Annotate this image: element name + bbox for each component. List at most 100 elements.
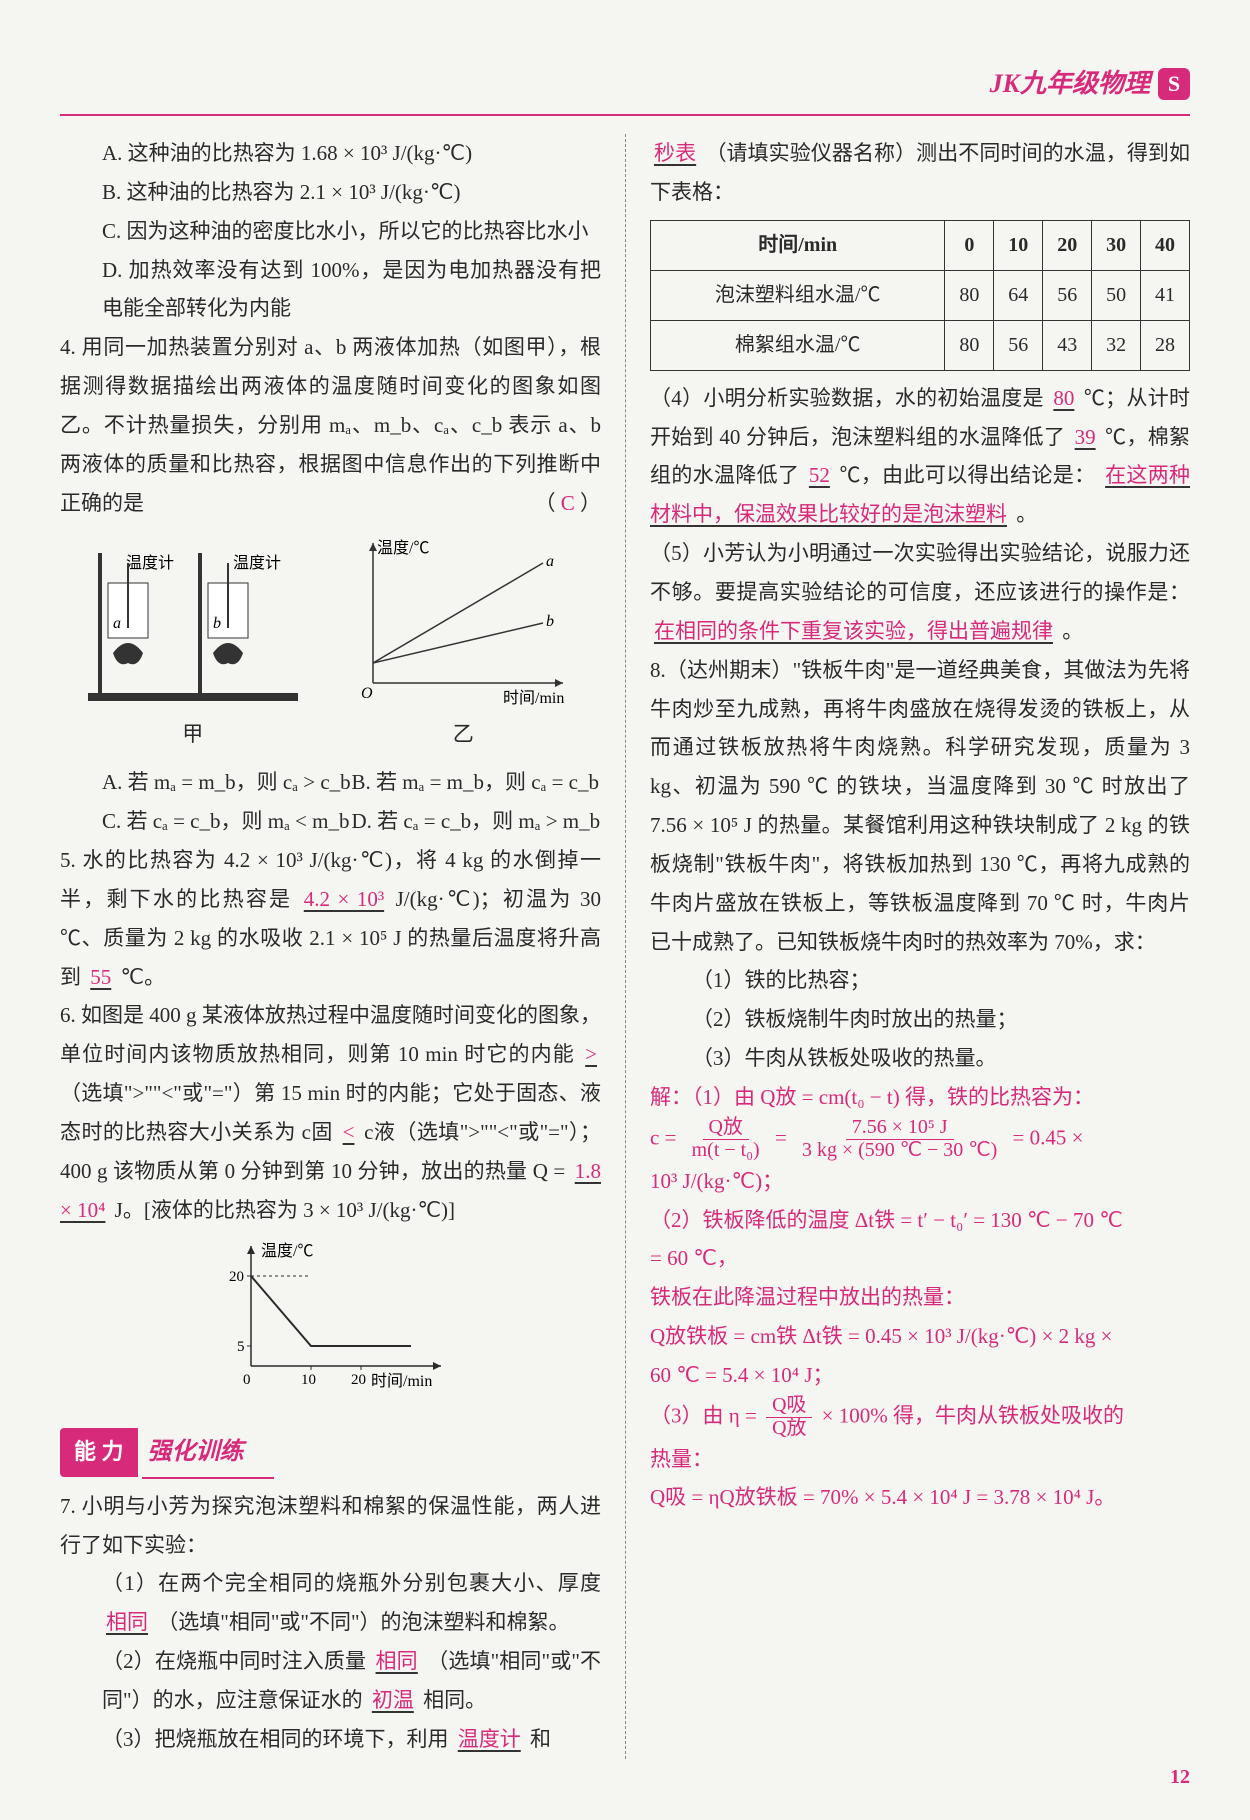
fig4-xlabel: 时间/min	[503, 689, 564, 707]
header-title: JK九年级物理	[990, 60, 1150, 108]
q8-3: （3）牛肉从铁板处吸收的热量。	[650, 1039, 1190, 1078]
frac-num2: 7.56 × 10⁵ J	[846, 1117, 954, 1140]
q7-4-ans1: 80	[1049, 386, 1078, 410]
sol-3a: （3）由 η = Q吸 Q放 × 100% 得，牛肉从铁板处吸收的	[650, 1395, 1190, 1440]
sol-1b-eq: =	[775, 1125, 792, 1149]
section-header: 能 力强化训练	[60, 1414, 601, 1478]
q7-2-ans2: 初温	[368, 1688, 418, 1712]
fig4-label-thermo-b: 温度计	[233, 554, 281, 572]
q4-opt-c: C. 若 cₐ = c_b，则 mₐ < m_b	[102, 802, 352, 841]
q6-text-a: 6. 如图是 400 g 某液体放热过程中温度随时间变化的图象，单位时间内该物质…	[60, 1003, 601, 1066]
chart6-xtick-0: 0	[243, 1372, 251, 1388]
left-column: A. 这种油的比热容为 1.68 × 10³ J/(kg·℃) B. 这种油的比…	[60, 134, 625, 1759]
row1-label: 泡沫塑料组水温/℃	[651, 270, 945, 320]
row2-label: 棉絮组水温/℃	[651, 320, 945, 370]
cell: 32	[1092, 320, 1141, 370]
fig4-cap-right: 乙	[343, 715, 583, 754]
q7-2: （2）在烧瓶中同时注入质量 相同 （选填"相同"或"不同"）的水，应注意保证水的…	[60, 1642, 601, 1720]
frac-eta-den: Q放	[766, 1418, 812, 1440]
frac-eta: Q吸 Q放	[766, 1395, 812, 1440]
q7-1-ans: 相同	[102, 1610, 152, 1634]
cell: 50	[1092, 270, 1141, 320]
table-row: 时间/min 0 10 20 30 40	[651, 220, 1190, 270]
cell: 56	[994, 320, 1043, 370]
svg-text:O: O	[361, 685, 373, 702]
svg-text:b: b	[213, 615, 221, 632]
q7-3-ans-cont: 秒表	[650, 141, 700, 165]
q7-2-ans1: 相同	[372, 1649, 422, 1673]
frac-val: 7.56 × 10⁵ J 3 kg × (590 ℃ − 30 ℃)	[796, 1117, 1003, 1162]
q6-ans1: >	[581, 1042, 601, 1066]
th-time: 时间/min	[651, 220, 945, 270]
q6: 6. 如图是 400 g 某液体放热过程中温度随时间变化的图象，单位时间内该物质…	[60, 996, 601, 1229]
q5-text-c: ℃。	[121, 965, 166, 989]
fig4-line-a: a	[546, 553, 554, 570]
sol-2a: （2）铁板降低的温度 Δt铁 = t′ − t₀′ = 130 ℃ − 70 ℃	[650, 1201, 1190, 1240]
cell: 80	[945, 270, 994, 320]
right-column: 秒表 （请填实验仪器名称）测出不同时间的水温，得到如下表格： 时间/min 0 …	[625, 134, 1190, 1759]
fig4-captions: 甲 乙	[60, 715, 601, 754]
q7-4-d: ℃，由此可以得出结论是：	[840, 463, 1096, 487]
q7-3-ans1: 温度计	[454, 1727, 525, 1751]
page-header: JK九年级物理 S	[60, 60, 1190, 116]
th-20: 20	[1043, 220, 1092, 270]
q4-opt-b: B. 若 mₐ = m_b，则 cₐ = c_b	[352, 763, 602, 802]
q5-ans2: 55	[86, 965, 115, 989]
chart6-ylabel: 温度/℃	[261, 1242, 313, 1260]
table-row: 棉絮组水温/℃ 80 56 43 32 28	[651, 320, 1190, 370]
q6-text-d: J。[液体的比热容为 3 × 10³ J/(kg·℃)]	[115, 1198, 455, 1222]
q7-5-a: （5）小芳认为小明通过一次实验得出实验结论，说服力还不够。要提高实验结论的可信度…	[650, 541, 1190, 604]
q4-answer: C	[561, 491, 575, 515]
frac-den2: 3 kg × (590 ℃ − 30 ℃)	[796, 1140, 1003, 1162]
temperature-table: 时间/min 0 10 20 30 40 泡沫塑料组水温/℃ 80 64 56 …	[650, 220, 1190, 371]
q7-stem: 7. 小明与小芳为探究泡沫塑料和棉絮的保温性能，两人进行了如下实验：	[60, 1487, 601, 1565]
sol-3b: 热量：	[650, 1440, 1190, 1479]
solution-block: 解：（1）由 Q放 = cm(t₀ − t) 得，铁的比热容为： c = Q放 …	[650, 1078, 1190, 1517]
chart6-xlabel: 时间/min	[371, 1372, 432, 1390]
q4-text: 4. 用同一加热装置分别对 a、b 两液体加热（如图甲），根据测得数据描绘出两液…	[60, 335, 601, 514]
sol-2d: Q放铁板 = cm铁 Δt铁 = 0.45 × 10³ J/(kg·℃) × 2…	[650, 1317, 1190, 1356]
frac-den1: m(t − t₀)	[686, 1140, 766, 1162]
q3-opt-b: B. 这种油的比热容为 2.1 × 10³ J/(kg·℃)	[60, 173, 601, 212]
th-40: 40	[1141, 220, 1190, 270]
fig4-label-thermo-a: 温度计	[126, 554, 174, 572]
sol-2c: 铁板在此降温过程中放出的热量：	[650, 1278, 1190, 1317]
q7-3: （3）把烧瓶放在相同的环境下，利用 温度计 和	[60, 1720, 601, 1759]
q4-stem: 4. 用同一加热装置分别对 a、b 两液体加热（如图甲），根据测得数据描绘出两液…	[60, 328, 601, 522]
sol-3a-right: × 100% 得，牛肉从铁板处吸收的	[822, 1403, 1124, 1427]
q7-2-a: （2）在烧瓶中同时注入质量	[102, 1649, 366, 1673]
sol-2e: 60 ℃ = 5.4 × 10⁴ J；	[650, 1356, 1190, 1395]
figure-q4: 温度计 a b 温度计 温度/℃	[60, 533, 601, 713]
q7-2-c: 相同。	[423, 1688, 486, 1712]
cell: 56	[1043, 270, 1092, 320]
sol-1a: 解：（1）由 Q放 = cm(t₀ − t) 得，铁的比热容为：	[650, 1078, 1190, 1117]
cell: 28	[1141, 320, 1190, 370]
q7-1-b: （选填"相同"或"不同"）的泡沫塑料和棉絮。	[157, 1610, 569, 1634]
chart6-ytick-5: 5	[237, 1339, 245, 1355]
q7-3-a: （3）把烧瓶放在相同的环境下，利用	[102, 1727, 449, 1751]
frac-eta-num: Q吸	[766, 1395, 812, 1418]
fig4-cap-left: 甲	[78, 715, 308, 754]
cell: 41	[1141, 270, 1190, 320]
sol-1b-right: = 0.45 ×	[1013, 1125, 1084, 1149]
q3-opt-a: A. 这种油的比热容为 1.68 × 10³ J/(kg·℃)	[60, 134, 601, 173]
svg-text:a: a	[113, 615, 121, 632]
cell: 64	[994, 270, 1043, 320]
q7-3-b: 和	[530, 1727, 551, 1751]
header-logo: S	[1158, 68, 1190, 100]
chart6-xtick-20: 20	[351, 1372, 366, 1388]
q8-2: （2）铁板烧制牛肉时放出的热量；	[650, 1000, 1190, 1039]
q7-5: （5）小芳认为小明通过一次实验得出实验结论，说服力还不够。要提高实验结论的可信度…	[650, 534, 1190, 651]
page-number: 12	[1170, 1759, 1190, 1796]
q8-1: （1）铁的比热容；	[650, 961, 1190, 1000]
q3-opt-d: D. 加热效率没有达到 100%，是因为电加热器没有把电能全部转化为内能	[60, 251, 601, 329]
q8-stem: 8.（达州期末）"铁板牛肉"是一道经典美食，其做法为先将牛肉炒至九成熟，再将牛肉…	[650, 651, 1190, 962]
cell: 80	[945, 320, 994, 370]
table-row: 泡沫塑料组水温/℃ 80 64 56 50 41	[651, 270, 1190, 320]
q7-4: （4）小明分析实验数据，水的初始温度是 80 ℃；从计时开始到 40 分钟后，泡…	[650, 379, 1190, 534]
q7-4-a: （4）小明分析实验数据，水的初始温度是	[650, 386, 1044, 410]
q7-1: （1）在两个完全相同的烧瓶外分别包裹大小、厚度 相同 （选填"相同"或"不同"）…	[60, 1564, 601, 1642]
figure-q4-apparatus: 温度计 a b 温度计	[78, 533, 308, 713]
th-10: 10	[994, 220, 1043, 270]
q7-4-e: 。	[1016, 502, 1037, 526]
